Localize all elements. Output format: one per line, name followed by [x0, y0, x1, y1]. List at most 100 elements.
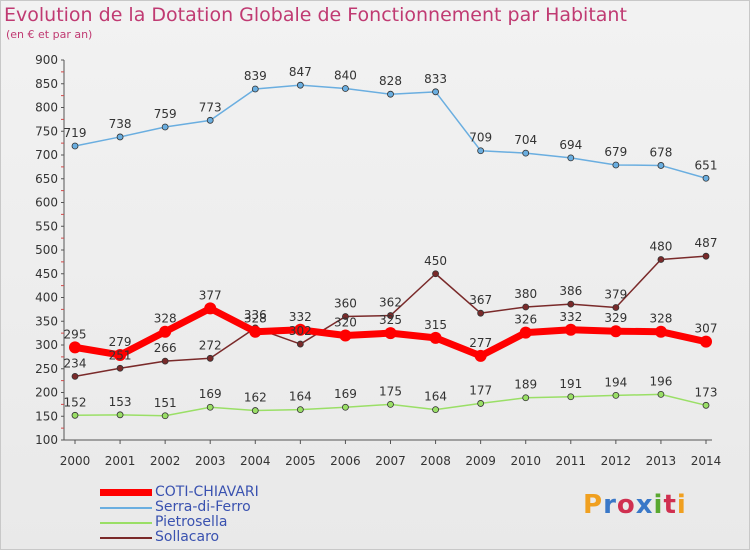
data-label: 295	[64, 327, 87, 341]
data-point	[657, 256, 665, 263]
data-label: 251	[109, 348, 132, 362]
data-point	[609, 325, 622, 338]
data-label: 679	[604, 145, 627, 159]
logo-letter: i	[653, 490, 664, 520]
legend-item: Sollacaro	[100, 529, 400, 545]
data-point	[249, 325, 262, 338]
logo-letter: x	[635, 490, 654, 520]
data-label: 386	[559, 284, 582, 298]
data-point	[206, 403, 214, 411]
data-label: 164	[289, 390, 312, 404]
data-label: 279	[109, 335, 132, 349]
legend-swatch	[100, 537, 152, 539]
data-label: 152	[64, 395, 87, 409]
data-label: 234	[64, 356, 87, 370]
data-point	[474, 349, 487, 362]
y-tick-label: 300	[35, 338, 58, 352]
data-label: 840	[334, 69, 357, 83]
y-tick-label: 450	[35, 267, 58, 281]
data-point	[116, 411, 124, 419]
logo-letter: r	[603, 490, 617, 520]
data-label: 362	[379, 296, 402, 310]
data-label: 719	[64, 126, 87, 140]
legend-label: Sollacaro	[155, 529, 220, 545]
proxiti-logo: Proxiti	[583, 490, 687, 520]
data-point	[657, 162, 665, 169]
data-label: 332	[559, 310, 582, 324]
data-point	[296, 340, 304, 348]
data-label: 173	[695, 385, 718, 399]
data-label: 277	[469, 336, 492, 350]
data-label: 678	[649, 145, 672, 159]
y-tick-label: 550	[35, 219, 58, 233]
data-label: 480	[649, 240, 672, 254]
data-point	[429, 331, 442, 344]
x-tick-label: 2002	[150, 454, 181, 468]
legend-item: Serra-di-Ferro	[100, 499, 400, 515]
data-point	[161, 123, 169, 131]
data-point	[342, 403, 349, 411]
y-tick-label: 750	[35, 124, 58, 138]
data-point	[522, 149, 530, 157]
data-point	[700, 335, 712, 348]
y-tick-label: 900	[35, 53, 58, 67]
data-label: 773	[199, 100, 222, 114]
legend-item: COTI-CHIAVARI	[100, 484, 400, 500]
data-point	[206, 354, 214, 362]
data-label: 709	[469, 131, 492, 145]
data-point	[519, 326, 532, 339]
data-label: 266	[154, 341, 177, 355]
data-label: 194	[604, 375, 627, 389]
data-label: 336	[244, 308, 267, 322]
y-tick-label: 200	[35, 386, 58, 400]
x-tick-label: 2008	[420, 454, 451, 468]
series-line	[74, 84, 707, 179]
data-point	[161, 412, 169, 420]
data-label: 329	[604, 311, 627, 325]
data-label: 328	[649, 312, 672, 326]
data-label: 833	[424, 72, 447, 86]
y-tick-label: 700	[35, 148, 58, 162]
data-point	[387, 400, 394, 408]
data-label: 162	[244, 391, 267, 405]
series-layer	[69, 81, 712, 420]
data-label: 326	[514, 313, 537, 327]
chart-title: Evolution de la Dotation Globale de Fonc…	[4, 4, 627, 26]
x-tick-label: 2011	[556, 454, 587, 468]
data-label: 694	[559, 138, 582, 152]
legend: COTI-CHIAVARI Serra-di-Ferro Pietrosella So…	[100, 484, 400, 545]
data-label: 169	[334, 387, 357, 401]
data-point	[567, 300, 575, 308]
data-label: 377	[199, 288, 222, 302]
data-label: 759	[154, 107, 177, 121]
data-point	[657, 390, 665, 398]
x-tick-label: 2007	[375, 454, 406, 468]
data-point	[296, 406, 304, 414]
data-label: 839	[244, 69, 267, 83]
x-tick-label: 2003	[195, 454, 226, 468]
data-point	[387, 312, 394, 319]
data-label: 153	[109, 395, 132, 409]
logo-letter: P	[583, 490, 604, 520]
data-label: 307	[695, 322, 718, 336]
data-label: 828	[379, 74, 402, 88]
data-label: 332	[289, 310, 312, 324]
data-point	[71, 411, 79, 419]
data-label: 191	[559, 377, 582, 391]
y-tick-label: 800	[35, 101, 58, 115]
chart-subtitle: (en € et par an)	[6, 28, 93, 41]
data-point	[116, 364, 124, 372]
legend-label: COTI-CHIAVARI	[155, 484, 259, 500]
data-label: 151	[154, 396, 177, 410]
logo-letter: i	[676, 490, 687, 520]
data-point	[702, 401, 710, 409]
legend-label: Serra-di-Ferro	[155, 499, 251, 515]
data-point	[477, 309, 485, 317]
data-label: 272	[199, 338, 222, 352]
data-point	[71, 142, 79, 150]
data-point	[114, 348, 127, 361]
data-point	[477, 147, 485, 155]
data-point	[159, 325, 172, 338]
x-tick-label: 2012	[601, 454, 632, 468]
